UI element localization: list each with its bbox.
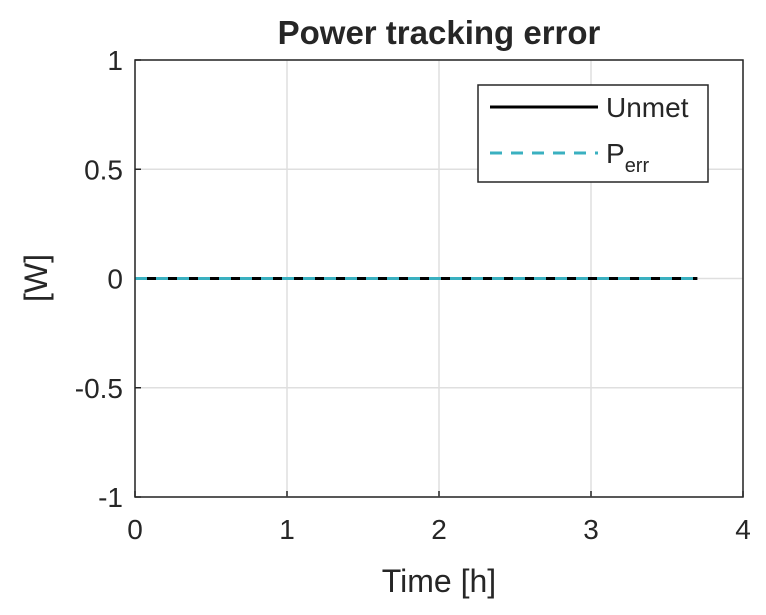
x-axis-label: Time [h] [382, 563, 496, 599]
y-tick-label: -1 [98, 482, 123, 513]
y-tick-label: 1 [107, 45, 123, 76]
chart-title: Power tracking error [278, 14, 601, 51]
legend-label: Perr [606, 138, 649, 177]
x-tick-label: 2 [431, 514, 447, 545]
y-tick-label: 0.5 [84, 154, 123, 185]
plot-frame [134, 59, 744, 498]
legend: Unmet Perr [477, 84, 709, 183]
y-axis-label: [W] [18, 254, 54, 302]
y-tick-label: 0 [107, 264, 123, 295]
legend-box [477, 84, 709, 183]
x-tick-label: 0 [127, 514, 143, 545]
legend-label: Unmet [606, 92, 689, 123]
x-tick-label: 1 [279, 514, 295, 545]
x-tick-label: 3 [583, 514, 599, 545]
y-tick-label: -0.5 [75, 373, 123, 404]
x-tick-label: 4 [735, 514, 751, 545]
